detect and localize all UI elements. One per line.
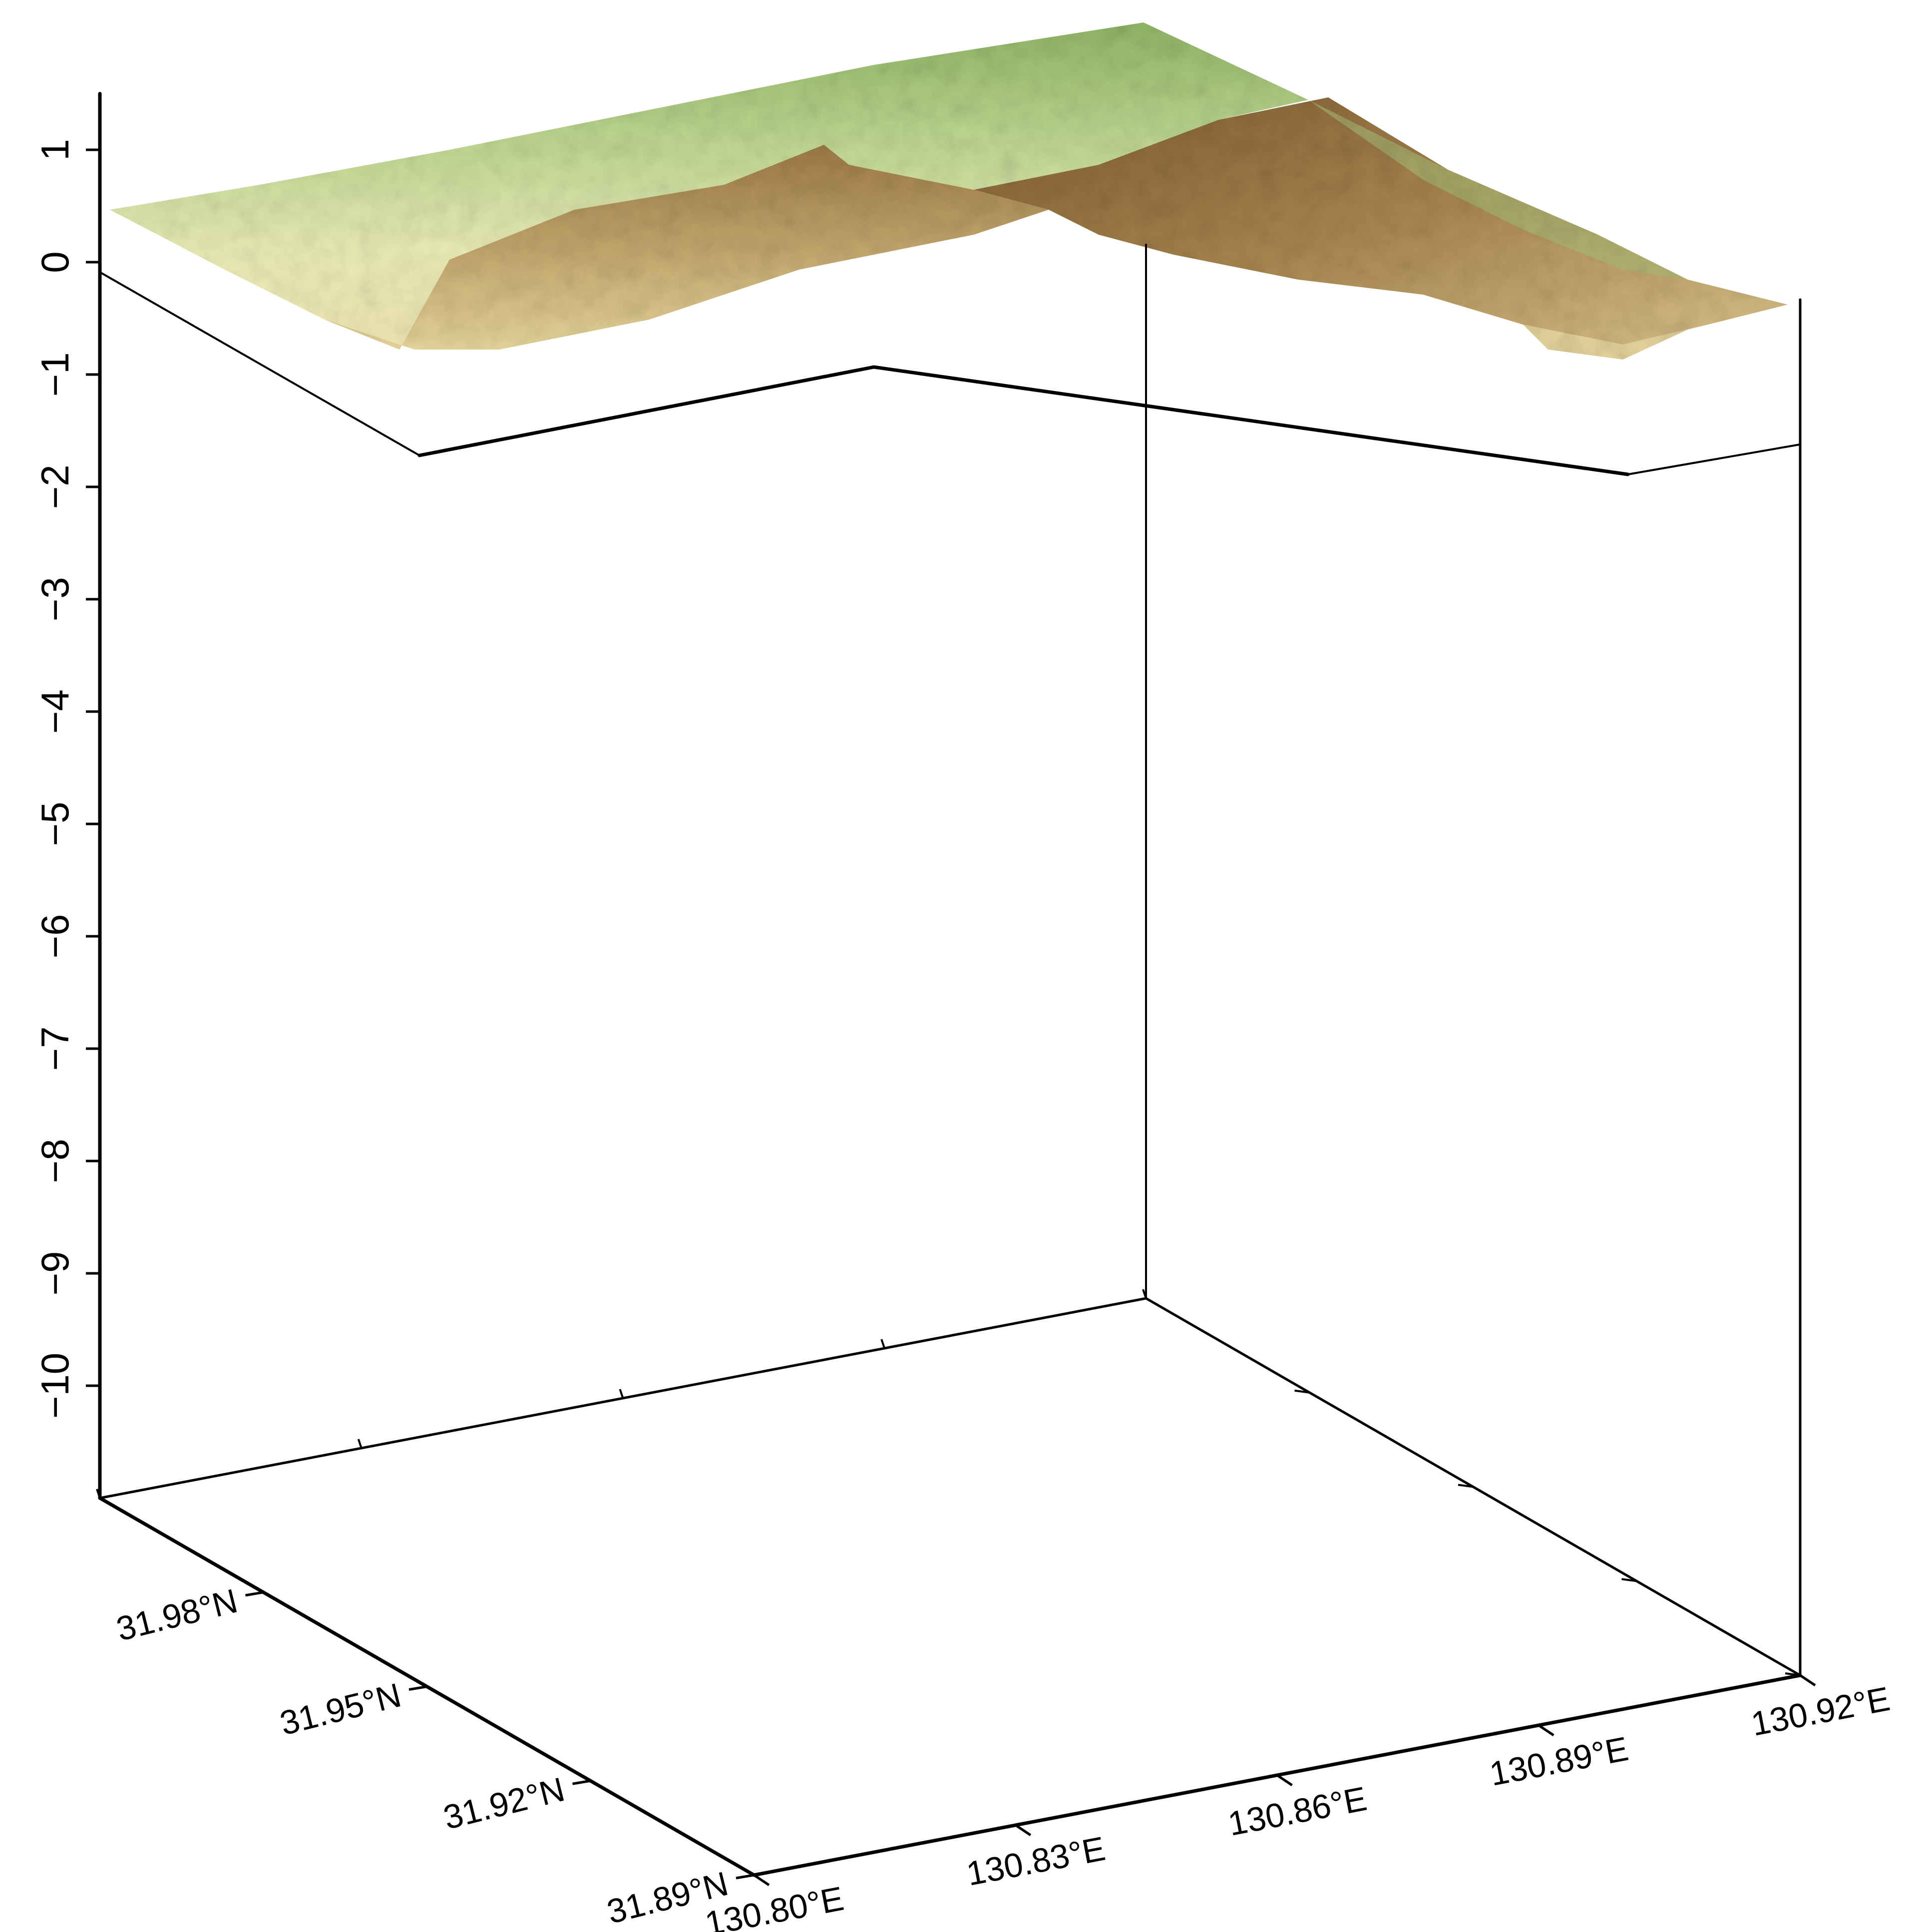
terrain-right-green-slope: [1308, 100, 1688, 280]
y-tick: [736, 1874, 755, 1880]
y-tick-right: [1785, 1672, 1801, 1676]
terrain-left-front-slope: [325, 145, 1049, 350]
y-tick-label: 31.92°N: [440, 1770, 569, 1837]
x-tick-back: [96, 1489, 101, 1499]
top-plane-front-edge-1: [417, 365, 876, 457]
z-tick-label: −3: [33, 577, 77, 622]
z-tick-label: −6: [33, 914, 77, 959]
z-tick-label: −2: [33, 465, 77, 509]
top-plane-front-edge-2: [872, 365, 1630, 476]
z-tick-label: −7: [33, 1027, 77, 1071]
x-tick: [1015, 1824, 1032, 1837]
y-tick-right: [1621, 1578, 1637, 1582]
x-tick-back: [1142, 1289, 1147, 1299]
z-tick-label: 1: [33, 139, 77, 160]
z-tick-label: −1: [33, 353, 77, 397]
x-tick: [753, 1874, 770, 1887]
z-tick-label: −4: [33, 690, 77, 734]
x-tick: [1276, 1774, 1293, 1787]
y-tick: [245, 1591, 264, 1597]
x-tick: [1538, 1724, 1554, 1737]
z-tick-label: −9: [33, 1251, 77, 1296]
y-tick: [408, 1685, 427, 1691]
y-tick-label: 31.98°N: [113, 1582, 242, 1648]
terrain-right-foothills: [1523, 305, 1788, 360]
x-tick-back: [619, 1389, 624, 1399]
y-axis-ticks: 31.89°N31.92°N31.95°N31.98°N: [113, 1389, 1801, 1931]
axes-frame: [98, 92, 1802, 1877]
x-tick-label: 130.89°E: [1487, 1730, 1631, 1793]
x-tick: [1799, 1674, 1816, 1687]
z-tick-label: −5: [33, 802, 77, 846]
terrain-right-mountain: [974, 97, 1788, 345]
top-plane-left-edge: [99, 271, 420, 456]
y-tick-right: [1294, 1389, 1310, 1394]
x-tick-back: [880, 1339, 886, 1349]
x-tick-back: [357, 1439, 363, 1449]
z-axis-ticks: −10−9−8−7−6−5−4−3−2−101: [33, 139, 100, 1419]
terrain-surface: [110, 22, 1788, 360]
x-tick-label: 130.83°E: [964, 1830, 1109, 1893]
y-tick-label: 31.95°N: [276, 1676, 405, 1742]
x-tick-label: 130.86°E: [1225, 1780, 1370, 1843]
y-tick: [572, 1779, 591, 1785]
top-plane-right-edge: [1627, 443, 1801, 475]
y-tick-right: [1458, 1484, 1474, 1488]
z-tick-label: 0: [33, 251, 77, 273]
x-tick-label: 130.92°E: [1748, 1680, 1893, 1743]
z-tick-label: −8: [33, 1139, 77, 1183]
terrain-top-face: [110, 22, 1308, 350]
z-tick-label: −10: [33, 1353, 77, 1419]
